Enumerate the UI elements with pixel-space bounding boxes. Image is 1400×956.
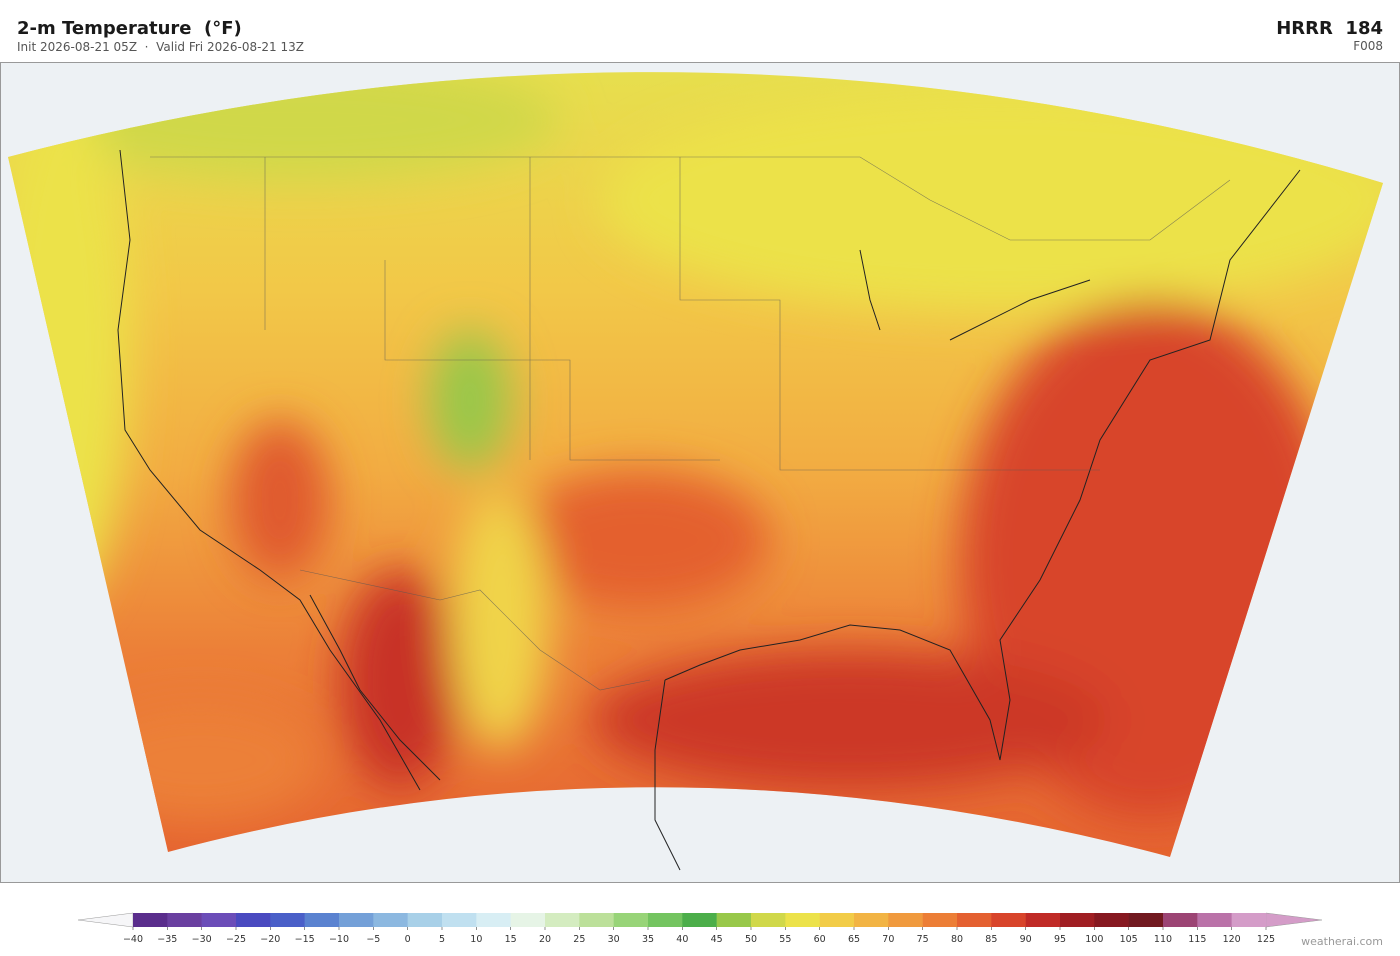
colorbar-bin: [133, 913, 168, 927]
colorbar-bin: [991, 913, 1026, 927]
colorbar-bin: [304, 913, 340, 927]
colorbar-bin: [1025, 913, 1061, 927]
watermark: weatherai.com: [1301, 935, 1383, 948]
temperature-field: [8, 72, 1383, 858]
colorbar-bin: [957, 913, 992, 927]
colorbar-bin: [751, 913, 786, 927]
model-name: HRRR 184: [1276, 18, 1383, 39]
colorbar-tick-label: 50: [745, 934, 757, 945]
colorbar-bin: [682, 913, 717, 927]
colorbar-bin: [1094, 913, 1129, 927]
colorbar-bin: [1128, 913, 1164, 927]
colorbar-bin: [407, 913, 443, 927]
colorbar-tick-label: 20: [539, 934, 551, 945]
colorbar-tick-label: 100: [1085, 934, 1103, 945]
colorbar-tick-label: 65: [848, 934, 860, 945]
colorbar-tick-label: 75: [917, 934, 929, 945]
colorbar-bin: [579, 913, 614, 927]
colorbar-tick-label: 0: [405, 934, 411, 945]
colorbar-bin: [270, 913, 305, 927]
colorbar-tick-label: −25: [226, 934, 246, 945]
colorbar-bin: [785, 913, 820, 927]
title: 2-m Temperature (°F): [17, 18, 242, 39]
colorbar-tick-label: 70: [882, 934, 894, 945]
colorbar-bin: [442, 913, 477, 927]
colorbar-under: [77, 912, 134, 928]
colorbar-tick-label: 45: [711, 934, 723, 945]
colorbar-tick-label: 15: [505, 934, 517, 945]
colorbar-bin: [613, 913, 649, 927]
colorbar-tick-label: 105: [1120, 934, 1138, 945]
colorbar-bin: [339, 913, 374, 927]
colorbar-tick-label: 40: [676, 934, 688, 945]
colorbar-bin: [476, 913, 511, 927]
colorbar-bin: [167, 913, 202, 927]
colorbar-tick-label: 120: [1223, 934, 1241, 945]
colorbar-bin: [236, 913, 271, 927]
forecast-hour: F008: [1353, 39, 1383, 53]
colorbar-tick-label: 5: [439, 934, 445, 945]
colorbar-tick-label: 30: [608, 934, 620, 945]
colorbar-tick-label: −40: [123, 934, 143, 945]
colorbar-bin: [510, 913, 546, 927]
colorbar-tick-label: −5: [366, 934, 380, 945]
colorbar-bin: [1163, 913, 1198, 927]
colorbar-tick-label: 90: [1020, 934, 1032, 945]
subtitle: Init 2026-08-21 05Z · Valid Fri 2026-08-…: [17, 40, 304, 54]
colorbar-bin: [888, 913, 923, 927]
colorbar-bin: [819, 913, 855, 927]
colorbar-tick-label: −10: [329, 934, 349, 945]
colorbar-tick-label: 60: [814, 934, 826, 945]
colorbar-bin: [373, 913, 408, 927]
coastlines: [117, 149, 1301, 871]
colorbar-bin: [1197, 913, 1232, 927]
colorbar-tick-label: −20: [260, 934, 280, 945]
colorbar-tick-label: 25: [573, 934, 585, 945]
colorbar-tick-label: 55: [779, 934, 791, 945]
colorbar-tick-label: −35: [157, 934, 177, 945]
colorbar-tick-label: 125: [1257, 934, 1275, 945]
colorbar-tick-label: 95: [1054, 934, 1066, 945]
colorbar-over: [1265, 912, 1323, 928]
colorbar-tick-label: 110: [1154, 934, 1172, 945]
colorbar-bin: [545, 913, 580, 927]
colorbar-bin: [854, 913, 889, 927]
colorbar-tick-label: 10: [470, 934, 482, 945]
colorbar-tick-label: −15: [295, 934, 315, 945]
colorbar-tick-label: −30: [192, 934, 212, 945]
colorbar-bin: [648, 913, 683, 927]
colorbar-tick-label: 115: [1188, 934, 1206, 945]
colorbar-tick-label: 80: [951, 934, 963, 945]
colorbar-tick-label: 85: [985, 934, 997, 945]
colorbar-bin: [922, 913, 958, 927]
borders: [150, 156, 1231, 691]
colorbar-bin: [716, 913, 752, 927]
colorbar-tick-label: 35: [642, 934, 654, 945]
colorbar-bin: [1231, 913, 1267, 927]
colorbar-bin: [1060, 913, 1095, 927]
colorbar-bin: [201, 913, 237, 927]
